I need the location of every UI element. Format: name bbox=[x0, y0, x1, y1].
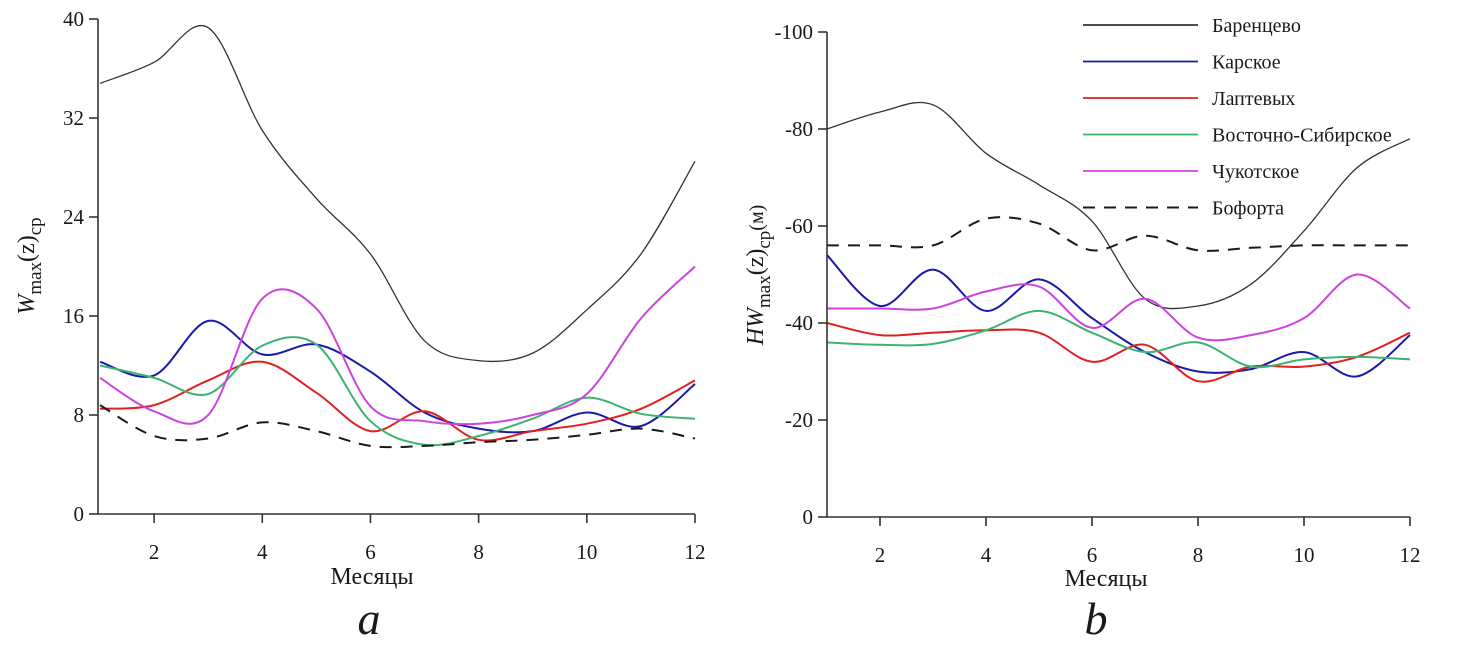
ylabel-sub-b: max bbox=[754, 275, 775, 308]
chart-panel-b: 0 -20 -40 -60 -80 -100 2 4 6 8 10 12 Месяцы b HWma… bbox=[743, 20, 1421, 644]
y-tick-label: -60 bbox=[785, 214, 813, 238]
y-tick-label: -100 bbox=[775, 20, 814, 44]
x-tick-label: 6 bbox=[1087, 543, 1098, 567]
x-tick-label: 2 bbox=[149, 540, 160, 564]
series-line-бофорта bbox=[99, 404, 696, 449]
series-line-карское bbox=[99, 319, 696, 434]
x-axis-title-b: Месяцы bbox=[1065, 566, 1148, 592]
series-line-восточно-сибирское bbox=[826, 309, 1411, 369]
x-tick-label: 10 bbox=[1294, 543, 1315, 567]
legend-label: Бофорта bbox=[1212, 198, 1284, 220]
x-tick-label: 8 bbox=[1193, 543, 1204, 567]
series-line-баренцево bbox=[99, 24, 696, 363]
series-line-чукотское bbox=[99, 265, 696, 426]
y-tick-label: 0 bbox=[74, 502, 85, 526]
series-line-баренцево bbox=[826, 101, 1411, 310]
legend-label: Карское bbox=[1212, 52, 1281, 74]
y-axis-title-a: Wmax(z)ср bbox=[14, 217, 46, 314]
ylabel-sub-a: max bbox=[25, 261, 46, 294]
x-tick-label: 2 bbox=[875, 543, 886, 567]
x-tick-label: 4 bbox=[257, 540, 268, 564]
legend-item: Бофорта bbox=[1083, 198, 1284, 220]
x-tick-label: 12 bbox=[1400, 543, 1421, 567]
series-line-бофорта bbox=[827, 216, 1410, 252]
legend-item: Чукотское bbox=[1083, 161, 1299, 183]
series-line-лаптевых bbox=[826, 322, 1411, 383]
ylabel-unit-b: (м) bbox=[746, 205, 768, 231]
ylabel-sub2-b: ср bbox=[754, 231, 775, 249]
panel-caption-b: b bbox=[1085, 593, 1108, 644]
legend-label: Лаптевых bbox=[1212, 88, 1295, 110]
y-tick-label: 40 bbox=[63, 7, 84, 31]
y-tick-label: 0 bbox=[803, 505, 814, 529]
y-tick-label: -40 bbox=[785, 311, 813, 335]
series-line-карское bbox=[826, 254, 1411, 378]
x-tick-label: 8 bbox=[473, 540, 484, 564]
x-axis-title-a: Месяцы bbox=[331, 564, 414, 590]
legend-item: Восточно-Сибирское bbox=[1083, 125, 1392, 147]
svg-text:Wmax(z)ср: Wmax(z)ср bbox=[14, 217, 46, 314]
svg-text:HWmax(z)ср(м): HWmax(z)ср(м) bbox=[743, 205, 775, 347]
legend-label: Баренцево bbox=[1212, 15, 1301, 37]
x-ticks-b: 2 4 6 8 10 12 bbox=[875, 517, 1421, 567]
x-tick-label: 4 bbox=[981, 543, 992, 567]
y-tick-label: 32 bbox=[63, 106, 84, 130]
ylabel-paren-b: (z) bbox=[743, 249, 769, 276]
y-tick-label: 24 bbox=[63, 205, 85, 229]
series-layer-a bbox=[99, 24, 696, 449]
panel-caption-a: a bbox=[358, 593, 381, 644]
ylabel-sub2-a: ср bbox=[25, 217, 46, 235]
y-axis-title-b: HWmax(z)ср(м) bbox=[743, 205, 775, 347]
ylabel-main-a: W bbox=[14, 293, 40, 315]
series-layer-b bbox=[826, 101, 1411, 383]
legend-label: Чукотское bbox=[1212, 161, 1299, 183]
legend-item: Лаптевых bbox=[1083, 88, 1295, 110]
x-tick-label: 6 bbox=[365, 540, 376, 564]
legend: Баренцево Карское Лаптевых Восточно-Сибирск… bbox=[1083, 15, 1392, 220]
x-tick-label: 12 bbox=[685, 540, 706, 564]
y-ticks-b: 0 -20 -40 -60 -80 -100 bbox=[775, 20, 827, 529]
x-ticks-a: 2 4 6 8 10 12 bbox=[149, 514, 706, 564]
legend-label: Восточно-Сибирское bbox=[1212, 125, 1392, 147]
y-tick-label: -80 bbox=[785, 117, 813, 141]
y-ticks-a: 0 8 16 24 32 40 bbox=[63, 7, 98, 526]
y-tick-label: 16 bbox=[63, 304, 84, 328]
series-line-лаптевых bbox=[99, 360, 696, 442]
y-tick-label: 8 bbox=[74, 403, 85, 427]
ylabel-main-b: HW bbox=[743, 306, 769, 346]
series-line-восточно-сибирское bbox=[99, 336, 696, 447]
ylabel-paren-a: (z) bbox=[14, 235, 40, 262]
legend-item: Карское bbox=[1083, 52, 1281, 74]
legend-item: Баренцево bbox=[1083, 15, 1301, 37]
y-tick-label: -20 bbox=[785, 408, 813, 432]
x-tick-label: 10 bbox=[576, 540, 597, 564]
series-line-чукотское bbox=[827, 273, 1411, 342]
